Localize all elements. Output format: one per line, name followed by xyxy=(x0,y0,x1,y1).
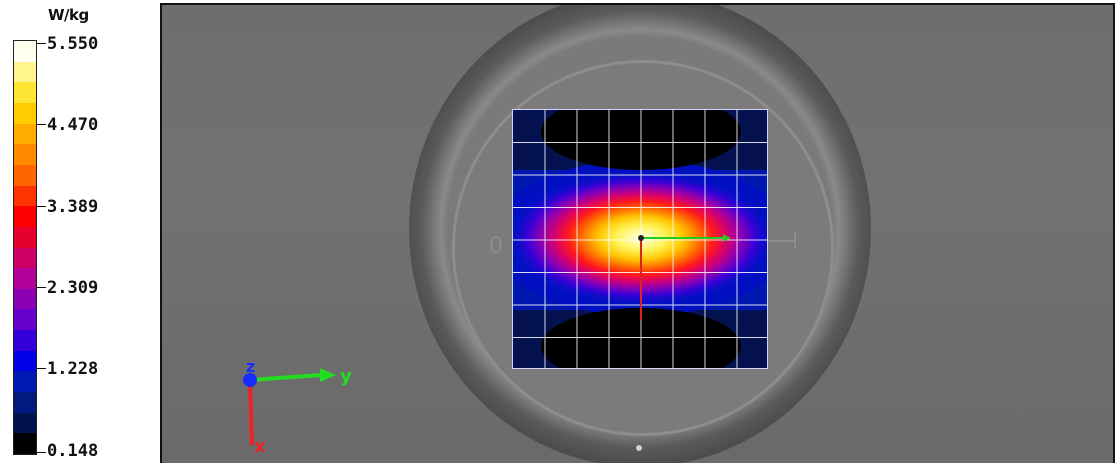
phantom-marker xyxy=(636,445,642,451)
colorbar-segment xyxy=(14,247,36,269)
legend-tick-label: 3.389 xyxy=(47,197,99,217)
colorbar-segment xyxy=(14,268,36,290)
colorbar-segment xyxy=(14,309,36,331)
colorbar-segment xyxy=(14,144,36,166)
colorbar-segment xyxy=(14,288,36,310)
z-axis-label: z xyxy=(246,357,255,376)
sar-distribution-map[interactable] xyxy=(512,109,768,369)
legend-tick-label: 2.309 xyxy=(47,278,99,298)
colorbar-segment xyxy=(14,102,36,125)
legend-tick-mark xyxy=(36,43,46,44)
colorbar-segment xyxy=(14,164,36,187)
colorbar-segment xyxy=(14,371,36,393)
colorbar-segment xyxy=(14,350,36,372)
colorbar-segment xyxy=(14,82,36,104)
colorbar xyxy=(13,40,37,455)
sar-heatmap xyxy=(513,110,767,368)
colorbar-segment xyxy=(14,226,36,248)
legend-tick-label: 5.550 xyxy=(47,34,99,54)
3d-viewport[interactable]: 0 xyxy=(160,3,1115,463)
colorbar-segment xyxy=(14,41,36,63)
probe-origin xyxy=(638,235,644,241)
legend-tick-mark xyxy=(36,452,46,453)
legend-unit-label: W/kg xyxy=(48,6,89,24)
phantom-label: 0 xyxy=(489,234,503,259)
colorbar-segment xyxy=(14,433,36,455)
colorbar-segment xyxy=(14,123,36,145)
colorbar-segment xyxy=(14,412,36,434)
legend-tick-mark xyxy=(36,206,46,207)
colorbar-legend: W/kg 5.550 4.470 3.389 2.309 1.228 0.148 xyxy=(0,0,160,463)
legend-tick-mark xyxy=(36,368,46,369)
legend-tick-mark xyxy=(36,287,46,288)
legend-tick-label: 1.228 xyxy=(47,359,99,379)
colorbar-segment xyxy=(14,206,36,228)
colorbar-segment xyxy=(14,185,36,207)
legend-tick-label: 4.470 xyxy=(47,115,99,135)
legend-tick-mark xyxy=(36,124,46,125)
y-axis-label: y xyxy=(340,366,352,387)
colorbar-segment xyxy=(14,392,36,414)
measurement-grid xyxy=(513,110,767,368)
colorbar-segment xyxy=(14,330,36,352)
legend-tick-label: 0.148 xyxy=(47,441,99,461)
colorbar-segment xyxy=(14,61,36,83)
x-axis-label: x xyxy=(254,436,266,457)
axis-triad: y x z xyxy=(243,357,352,457)
